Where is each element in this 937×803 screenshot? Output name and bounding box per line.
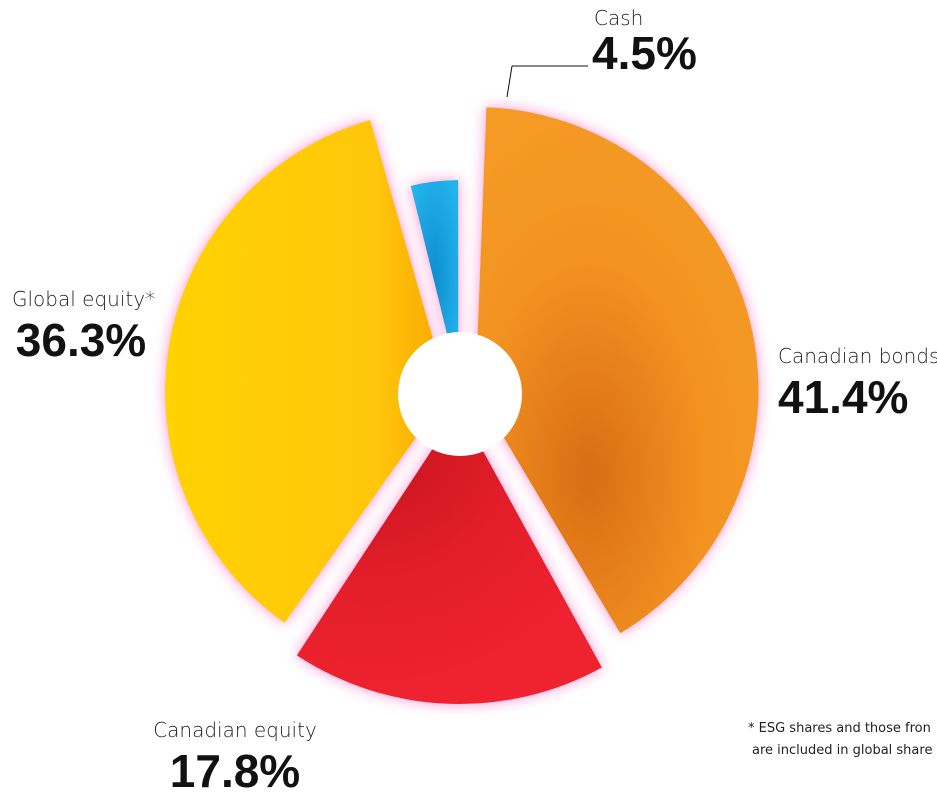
label-global-equity-name: Global equity* — [12, 287, 156, 311]
label-canadian-bonds-value: 41.4% — [778, 371, 909, 423]
label-cash: Cash 4.5% — [592, 6, 697, 76]
footnote-line-1: * ESG shares and those fron — [748, 721, 931, 736]
label-cash-value: 4.5% — [592, 27, 697, 79]
slice-cash — [410, 180, 459, 375]
donut-hole — [398, 332, 522, 456]
label-cash-name: Cash — [594, 6, 644, 30]
label-canadian-bonds: Canadian bonds 41.4% — [778, 344, 937, 420]
label-canadian-equity-value: 17.8% — [169, 745, 301, 797]
footnote-line-2: are included in global share — [752, 743, 933, 758]
slice-canadian-bonds — [475, 107, 759, 634]
label-canadian-equity-name: Canadian equity — [153, 718, 317, 742]
label-canadian-bonds-name: Canadian bonds — [778, 344, 937, 368]
label-global-equity: Global equity* 36.3% — [12, 287, 156, 366]
cash-leader-line — [506, 65, 513, 98]
label-global-equity-value: 36.3% — [15, 314, 147, 366]
footnote: * ESG shares and those fron are included… — [748, 718, 932, 762]
slice-global-equity — [165, 119, 447, 623]
label-canadian-equity: Canadian equity 17.8% — [150, 718, 320, 794]
slice-canadian-equity — [296, 413, 602, 704]
